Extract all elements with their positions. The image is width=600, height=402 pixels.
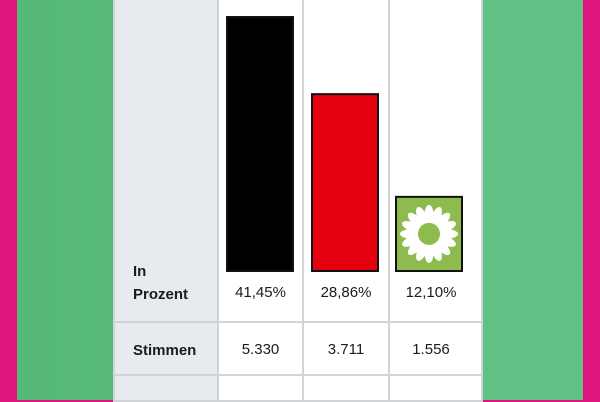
bar-1: [226, 16, 294, 272]
votes-value: 3.711: [327, 341, 365, 358]
bar-2: [311, 93, 379, 272]
row-divider: [115, 374, 481, 376]
percent-row-label-line2: Prozent: [133, 286, 189, 303]
bar-chart: [226, 16, 463, 272]
row-divider: [115, 321, 481, 323]
column-divider: [302, 0, 304, 400]
votes-value: 5.330: [241, 341, 280, 358]
percent-row-label-line1: In: [133, 263, 147, 280]
sunflower-icon: [400, 204, 458, 263]
value-label: 12,10%: [405, 284, 457, 301]
value-label: 41,45%: [235, 284, 286, 301]
row-label-column: [115, 0, 218, 400]
percent-row-label: In Prozent: [133, 260, 188, 306]
votes-value: 1.556: [412, 341, 450, 358]
column-divider: [388, 0, 390, 400]
value-label: 28,86%: [320, 284, 372, 301]
results-table: In Prozent Stimmen 41,45% 28,86% 12,10% …: [113, 0, 483, 402]
votes-row-label: Stimmen: [133, 342, 197, 359]
column-divider: [217, 0, 219, 400]
